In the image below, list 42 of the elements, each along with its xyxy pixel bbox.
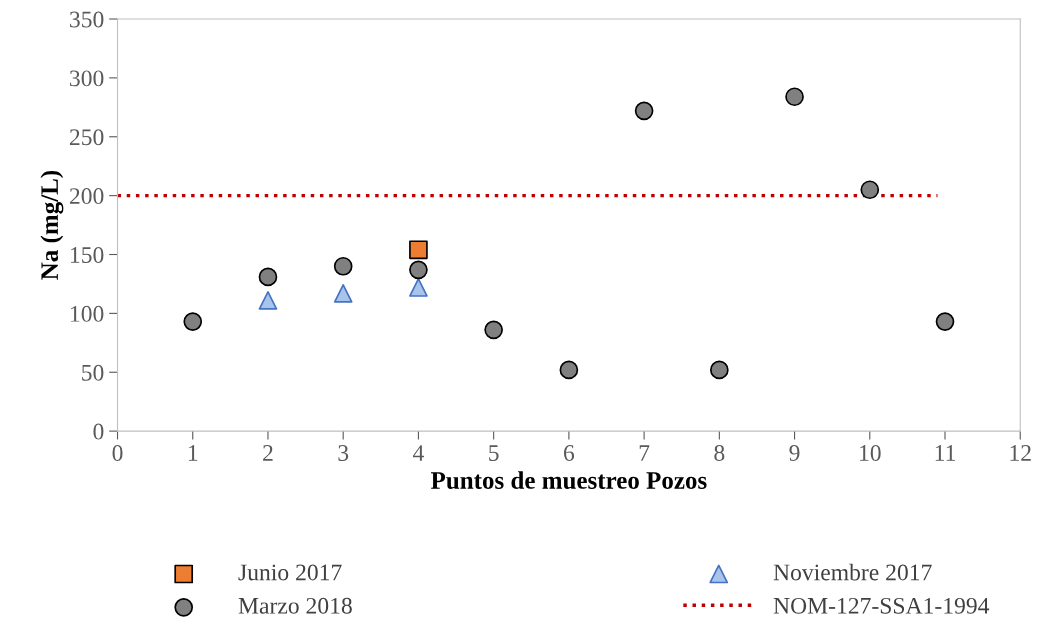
legend-label: NOM-127-SSA1-1994 <box>773 597 990 614</box>
point <box>559 360 579 380</box>
point <box>634 101 654 121</box>
y-tick-label: 200 <box>69 188 104 205</box>
x-tick-label: 2 <box>263 445 273 461</box>
point <box>258 267 278 287</box>
y-axis-title: Na (mg/L) <box>40 170 64 280</box>
x-tick-label: 7 <box>639 445 650 461</box>
y-tick-label: 50 <box>82 364 104 381</box>
point <box>409 240 428 260</box>
x-tick-label: 11 <box>935 445 955 461</box>
y-tick-label: 150 <box>70 247 104 263</box>
x-tick-label: 5 <box>489 445 499 461</box>
legend-label: Junio 2017 <box>238 564 342 581</box>
point <box>785 87 804 107</box>
y-tick-label: 0 <box>93 423 104 440</box>
x-tick-label: 4 <box>412 445 424 461</box>
point <box>860 180 880 200</box>
y-tick-label: 300 <box>70 70 104 87</box>
point <box>709 360 729 380</box>
x-tick-label: 6 <box>563 445 575 461</box>
y-tick-label: 350 <box>70 11 104 28</box>
x-tick-label: 0 <box>112 445 123 461</box>
point <box>258 291 278 310</box>
x-tick-label: 10 <box>860 445 881 461</box>
point <box>183 312 203 331</box>
y-tick-label: 250 <box>69 129 104 146</box>
point <box>333 256 353 276</box>
point <box>935 312 955 331</box>
x-tick-label: 3 <box>338 445 349 461</box>
x-tick-label: 8 <box>714 445 725 461</box>
x-tick-label: 9 <box>789 445 800 461</box>
legend-label: Marzo 2018 <box>238 597 352 614</box>
y-tick-label: 100 <box>70 305 104 322</box>
x-tick-label: 12 <box>1010 445 1031 461</box>
legend-label: Noviembre 2017 <box>773 563 932 581</box>
point <box>409 278 428 297</box>
point <box>333 284 353 303</box>
point <box>409 260 428 280</box>
x-axis-title: Puntos de muestreo Pozos <box>431 471 707 489</box>
x-tick-label: 1 <box>188 445 198 461</box>
point <box>484 320 503 340</box>
